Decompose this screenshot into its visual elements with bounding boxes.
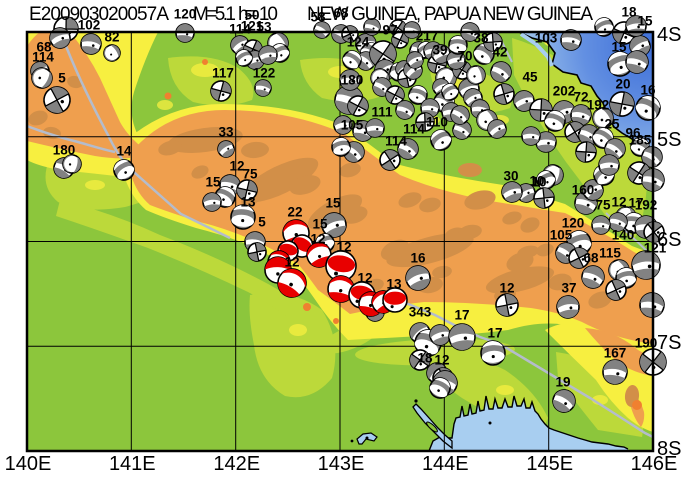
svg-text:14: 14: [116, 144, 132, 159]
svg-text:192: 192: [587, 98, 610, 113]
svg-text:38: 38: [473, 31, 489, 46]
svg-text:58: 58: [310, 10, 326, 25]
svg-text:33: 33: [218, 125, 234, 140]
svg-text:16: 16: [410, 251, 426, 266]
svg-text:42: 42: [492, 45, 507, 60]
svg-text:145E: 145E: [526, 453, 573, 475]
svg-text:143E: 143E: [318, 453, 365, 475]
svg-text:12: 12: [434, 353, 449, 368]
svg-text:53: 53: [256, 20, 272, 35]
svg-text:4S: 4S: [657, 24, 681, 46]
svg-text:140: 140: [612, 228, 635, 243]
svg-text:E200903020057A: E200903020057A: [29, 4, 169, 25]
svg-text:20: 20: [615, 77, 630, 92]
svg-text:180: 180: [53, 143, 76, 158]
svg-text:12: 12: [336, 240, 351, 255]
svg-text:6S: 6S: [657, 229, 681, 251]
svg-text:160: 160: [572, 183, 595, 198]
svg-text:17: 17: [487, 326, 502, 341]
svg-text:82: 82: [104, 30, 119, 45]
svg-text:185: 185: [629, 133, 652, 148]
svg-text:144E: 144E: [422, 453, 469, 475]
svg-text:M=5.1: M=5.1: [193, 4, 236, 25]
svg-text:72: 72: [573, 90, 588, 105]
svg-text:19: 19: [555, 375, 570, 390]
svg-text:111: 111: [371, 105, 393, 120]
svg-text:10: 10: [531, 175, 546, 190]
svg-text:105: 105: [550, 228, 573, 243]
svg-text:17: 17: [628, 196, 643, 211]
svg-text:142E: 142E: [213, 453, 260, 475]
svg-text:343: 343: [409, 305, 432, 320]
svg-text:17: 17: [454, 308, 469, 323]
svg-text:18: 18: [621, 5, 637, 20]
svg-text:124: 124: [347, 35, 370, 50]
svg-text:12: 12: [499, 281, 514, 296]
svg-text:68: 68: [583, 251, 599, 266]
svg-text:114: 114: [32, 50, 54, 65]
svg-text:117: 117: [212, 66, 234, 81]
svg-text:180: 180: [341, 73, 364, 88]
svg-text:140E: 140E: [5, 453, 52, 475]
svg-text:37: 37: [561, 281, 576, 296]
svg-text:105: 105: [341, 118, 364, 133]
svg-text:114: 114: [385, 134, 407, 149]
svg-text:h= 10: h= 10: [238, 4, 278, 25]
svg-text:141E: 141E: [109, 453, 156, 475]
svg-text:121: 121: [241, 19, 264, 34]
svg-text:75: 75: [595, 198, 611, 213]
svg-text:114: 114: [403, 122, 425, 137]
svg-text:114: 114: [229, 22, 251, 37]
svg-text:15: 15: [325, 196, 341, 211]
svg-text:12: 12: [611, 195, 626, 210]
svg-text:192: 192: [635, 198, 658, 213]
svg-text:120: 120: [562, 216, 585, 231]
svg-text:70: 70: [457, 49, 472, 64]
svg-text:8S: 8S: [657, 438, 681, 460]
svg-text:115: 115: [599, 246, 621, 261]
svg-text:110: 110: [426, 115, 448, 130]
svg-text:15: 15: [312, 217, 328, 232]
svg-text:22: 22: [287, 205, 302, 220]
svg-text:97: 97: [382, 23, 397, 38]
svg-text:5: 5: [58, 71, 66, 86]
svg-text:16: 16: [640, 83, 656, 98]
svg-text:5: 5: [258, 215, 266, 230]
svg-text:96: 96: [625, 126, 641, 141]
svg-text:190: 190: [635, 336, 658, 351]
svg-text:13: 13: [240, 195, 256, 210]
svg-text:167: 167: [604, 346, 627, 361]
svg-text:45: 45: [522, 70, 538, 85]
svg-text:13: 13: [386, 277, 402, 292]
svg-text:103: 103: [535, 31, 558, 46]
svg-text:5S: 5S: [657, 129, 681, 151]
svg-text:102: 102: [78, 18, 101, 33]
svg-text:217: 217: [416, 29, 439, 44]
svg-text:12: 12: [310, 232, 325, 247]
svg-text:12: 12: [229, 159, 244, 174]
svg-text:121: 121: [644, 241, 667, 256]
svg-text:12: 12: [357, 271, 372, 286]
svg-text:39: 39: [432, 43, 447, 58]
svg-text:68: 68: [36, 40, 52, 55]
svg-text:146E: 146E: [631, 453, 678, 475]
svg-text:122: 122: [253, 66, 276, 81]
svg-text:75: 75: [242, 167, 258, 182]
svg-text:15: 15: [637, 14, 653, 29]
svg-text:12: 12: [284, 255, 299, 270]
svg-text:10: 10: [529, 174, 544, 189]
svg-text:15: 15: [205, 175, 221, 190]
svg-text:NEW GUINEA, PAPUA NEW GUINEA: NEW GUINEA, PAPUA NEW GUINEA: [307, 4, 593, 25]
svg-text:18: 18: [417, 351, 433, 366]
svg-text:50: 50: [244, 8, 259, 23]
svg-text:30: 30: [503, 169, 518, 184]
svg-text:202: 202: [553, 84, 576, 99]
svg-text:15: 15: [611, 40, 627, 55]
svg-text:68: 68: [333, 6, 349, 21]
svg-text:7S: 7S: [657, 332, 681, 354]
svg-text:25: 25: [604, 117, 620, 132]
svg-text:120: 120: [174, 7, 197, 22]
